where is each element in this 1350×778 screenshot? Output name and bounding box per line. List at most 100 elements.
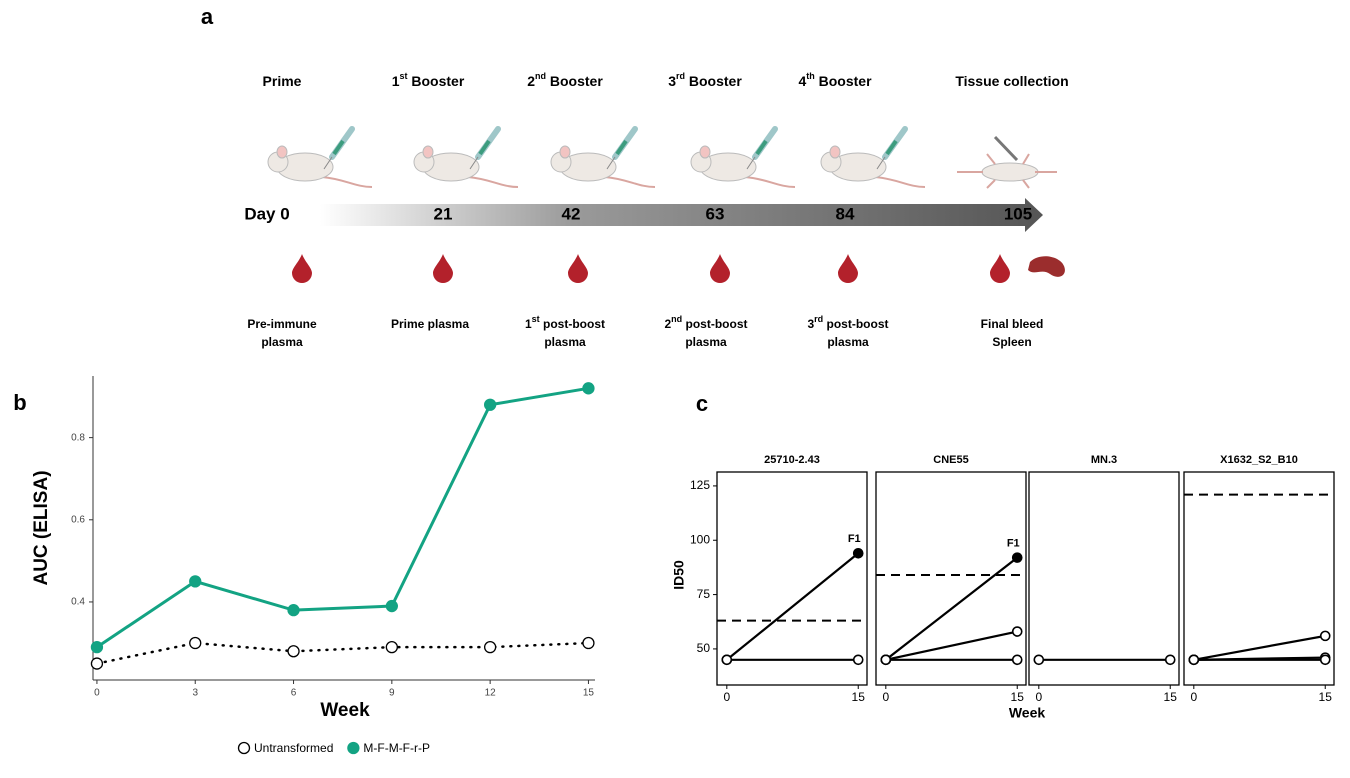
- x-tick-label: 0: [1035, 690, 1042, 704]
- blood-drop: [292, 254, 312, 283]
- data-point: [287, 645, 300, 658]
- panel-label: b: [13, 390, 26, 415]
- series-line: [726, 552, 859, 661]
- superscript: nd: [535, 71, 546, 81]
- text-part: post-boost: [540, 317, 605, 331]
- legend-label: Untransformed: [254, 741, 333, 755]
- syringe-fluid: [755, 139, 768, 156]
- data-point: [582, 636, 595, 650]
- mouse-icon: [267, 126, 373, 188]
- blood-drop: [990, 254, 1010, 283]
- scalpel: [993, 135, 1019, 162]
- x-tick-label: 15: [1319, 690, 1333, 704]
- data-point: [483, 398, 497, 411]
- superscript: st: [399, 71, 407, 81]
- superscript: rd: [676, 71, 685, 81]
- data-point: [1011, 626, 1023, 637]
- data-point: [385, 599, 398, 613]
- mouse-tail: [467, 176, 519, 188]
- y-tick-label: 125: [690, 478, 710, 492]
- x-tick-label: 6: [291, 688, 297, 699]
- syringe-needle: [323, 156, 333, 170]
- y-axis-label: ID50: [671, 560, 687, 590]
- mouse-tail: [604, 176, 656, 188]
- day-label: 63: [706, 204, 725, 223]
- day-label: 21: [434, 204, 453, 223]
- facet-frame: [1028, 471, 1180, 686]
- mouse-tail: [321, 176, 373, 188]
- timeline-arrow: [320, 198, 1043, 232]
- mouse-icon: [550, 126, 656, 188]
- x-tick-label: 0: [882, 690, 889, 704]
- mouse-body: [981, 162, 1039, 182]
- mouse-ear: [276, 145, 288, 159]
- sample-label: 3rd post-boost: [807, 314, 888, 331]
- data-point: [1319, 630, 1331, 642]
- x-tick-label: 12: [485, 688, 497, 699]
- data-point: [1188, 654, 1200, 666]
- text-part: Booster: [685, 73, 742, 89]
- text-part: Final bleed: [981, 317, 1044, 331]
- text-part: 3: [807, 317, 814, 331]
- mouse-dissected: [957, 135, 1057, 189]
- mouse-icon: [820, 126, 926, 188]
- blood-drop: [568, 254, 588, 283]
- legend-label: M-F-M-F-r-P: [363, 741, 430, 755]
- data-point: [852, 654, 864, 666]
- mouse-ear: [699, 145, 711, 159]
- facet-title: MN.3: [1091, 454, 1117, 466]
- superscript: nd: [671, 314, 682, 324]
- facet-title: X1632_S2_B10: [1220, 454, 1298, 466]
- syringe-needle: [876, 156, 886, 170]
- spleen-icon: [1028, 256, 1065, 277]
- superscript: rd: [814, 314, 823, 324]
- data-point: [1033, 654, 1045, 666]
- data-point: [721, 654, 733, 666]
- x-axis-label: Week: [320, 700, 370, 721]
- data-point: [90, 640, 104, 654]
- y-tick-label: 0.6: [71, 514, 85, 525]
- text-part: plasma: [827, 335, 869, 349]
- data-point: [189, 575, 202, 588]
- syringe-needle: [469, 156, 479, 170]
- text-part: plasma: [544, 335, 586, 349]
- day-label: 105: [1004, 204, 1032, 223]
- syringe-fluid: [885, 139, 898, 156]
- mouse-ear: [829, 145, 841, 159]
- x-tick-label: 3: [192, 688, 198, 699]
- y-axis-label: AUC (ELISA): [31, 470, 52, 585]
- sample-label: Spleen: [992, 335, 1031, 349]
- data-point: [1164, 654, 1176, 666]
- sample-label: Pre-immune: [247, 317, 317, 331]
- y-tick-label: 100: [690, 532, 710, 546]
- text-part: plasma: [685, 335, 727, 349]
- facet-title: 25710-2.43: [764, 454, 820, 466]
- event-label: 4th Booster: [798, 71, 872, 88]
- superscript: th: [806, 71, 815, 81]
- text-part: Spleen: [992, 335, 1031, 349]
- day-label: Day 0: [244, 204, 289, 223]
- superscript: st: [532, 314, 540, 324]
- mouse-icon: [690, 126, 796, 188]
- data-point: [189, 636, 202, 650]
- series-line: [885, 630, 1018, 661]
- mouse-ear: [422, 145, 434, 159]
- y-tick-label: 50: [697, 641, 711, 655]
- syringe-fluid: [332, 139, 345, 156]
- data-point: [385, 640, 398, 654]
- syringe-needle: [746, 156, 756, 170]
- text-part: Booster: [408, 73, 465, 89]
- y-tick-label: 75: [697, 587, 711, 601]
- text-part: Booster: [815, 73, 872, 89]
- x-axis-label: Week: [1009, 705, 1046, 721]
- point-label: F1: [848, 533, 861, 545]
- text-part: Prime plasma: [391, 317, 469, 331]
- text-part: 1: [392, 73, 400, 89]
- text-part: 2: [664, 317, 671, 331]
- event-label: 1st Booster: [392, 71, 465, 88]
- text-part: post-boost: [682, 317, 747, 331]
- x-tick-label: 15: [1164, 690, 1178, 704]
- blood-drop: [710, 254, 730, 283]
